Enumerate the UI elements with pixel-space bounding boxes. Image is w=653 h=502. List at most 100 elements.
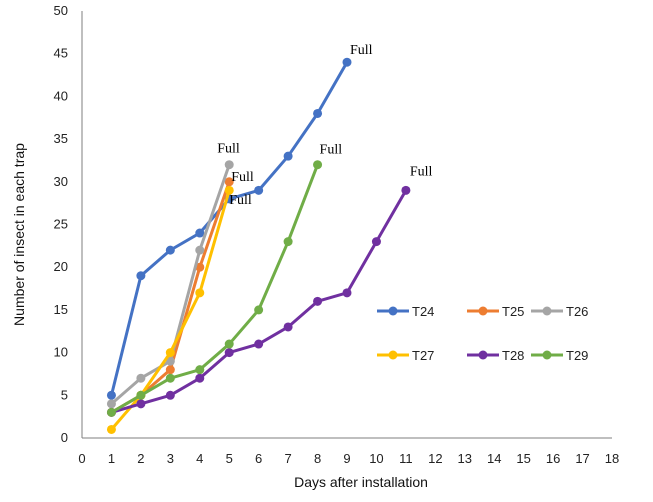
data-point: [136, 373, 146, 383]
data-point: [313, 296, 323, 306]
data-point: [283, 151, 293, 161]
legend-marker: [542, 306, 552, 316]
data-point: [342, 57, 352, 67]
legend-marker: [478, 350, 488, 360]
data-point: [283, 322, 293, 332]
data-point: [195, 288, 205, 298]
x-tick-label: 6: [255, 451, 262, 466]
x-tick-label: 18: [605, 451, 619, 466]
x-tick-label: 0: [78, 451, 85, 466]
x-tick-label: 9: [343, 451, 350, 466]
y-tick-label: 45: [54, 46, 68, 61]
data-point: [165, 348, 175, 358]
full-annotation: Full: [320, 143, 343, 158]
x-tick-label: 11: [399, 451, 413, 466]
x-tick-label: 3: [167, 451, 174, 466]
legend-marker: [478, 306, 488, 316]
data-point: [342, 288, 352, 298]
y-tick-label: 50: [54, 3, 68, 18]
data-point: [106, 399, 116, 409]
data-point: [136, 399, 146, 409]
series-line: [109, 188, 408, 414]
legend-item-t29: T29: [531, 348, 588, 363]
legend-label: T27: [412, 348, 434, 363]
data-point: [165, 390, 175, 400]
y-tick-label: 10: [54, 345, 68, 360]
full-annotation: Full: [410, 164, 433, 179]
legend-item-t28: T28: [467, 348, 524, 363]
data-point: [195, 245, 205, 255]
data-point: [313, 160, 323, 170]
full-annotation: Full: [217, 142, 240, 157]
x-tick-label: 12: [428, 451, 442, 466]
x-tick-label: 15: [516, 451, 530, 466]
y-tick-label: 25: [54, 217, 68, 232]
legend-label: T28: [502, 348, 524, 363]
data-point: [313, 108, 323, 118]
x-tick-label: 14: [487, 451, 501, 466]
series-line: [109, 163, 320, 414]
y-axis-title: Number of insect in each trap: [11, 143, 27, 326]
full-annotation: Full: [350, 43, 373, 58]
data-point: [224, 160, 234, 170]
x-tick-label: 13: [458, 451, 472, 466]
data-point: [165, 373, 175, 383]
y-tick-label: 40: [54, 88, 68, 103]
data-point: [283, 237, 293, 247]
data-point: [165, 365, 175, 375]
data-point: [254, 339, 264, 349]
data-point: [106, 390, 116, 400]
x-tick-label: 16: [546, 451, 560, 466]
data-point: [254, 305, 264, 315]
y-tick-label: 35: [54, 131, 68, 146]
data-point: [224, 185, 234, 195]
x-tick-label: 1: [108, 451, 115, 466]
x-tick-label: 7: [284, 451, 291, 466]
data-point: [224, 348, 234, 358]
data-point: [224, 177, 234, 187]
legend-item-t27: T27: [377, 348, 434, 363]
legend-item-t24: T24: [377, 304, 434, 319]
series-layer: [106, 57, 411, 434]
legend-label: T26: [566, 304, 588, 319]
y-tick-label: 20: [54, 259, 68, 274]
data-point: [195, 262, 205, 272]
x-tick-label: 2: [137, 451, 144, 466]
data-point: [224, 339, 234, 349]
full-annotation: Full: [229, 193, 252, 208]
y-tick-label: 5: [61, 387, 68, 402]
legend-label: T29: [566, 348, 588, 363]
x-tick-label: 17: [575, 451, 589, 466]
x-tick-label: 4: [196, 451, 203, 466]
x-axis-title: Days after installation: [294, 474, 428, 490]
series-t28: [106, 185, 411, 417]
legend: T24 T25 T26 T27 T28 T29: [377, 304, 588, 363]
legend-label: T25: [502, 304, 524, 319]
legend-marker: [388, 306, 398, 316]
x-tick-label: 10: [369, 451, 383, 466]
data-point: [254, 185, 264, 195]
data-point: [106, 424, 116, 434]
legend-marker: [388, 350, 398, 360]
data-point: [195, 365, 205, 375]
legend-marker: [542, 350, 552, 360]
data-point: [165, 356, 175, 366]
y-tick-label: 15: [54, 302, 68, 317]
x-tick-label: 8: [314, 451, 321, 466]
y-tick-label: 30: [54, 174, 68, 189]
y-tick-label: 0: [61, 430, 68, 445]
data-point: [106, 407, 116, 417]
data-point: [401, 185, 411, 195]
legend-label: T24: [412, 304, 434, 319]
x-tick-label: 5: [226, 451, 233, 466]
data-point: [195, 373, 205, 383]
data-point: [165, 245, 175, 255]
data-point: [136, 271, 146, 281]
series-t29: [106, 160, 323, 417]
legend-item-t25: T25: [467, 304, 524, 319]
data-point: [136, 390, 146, 400]
data-point: [371, 237, 381, 247]
